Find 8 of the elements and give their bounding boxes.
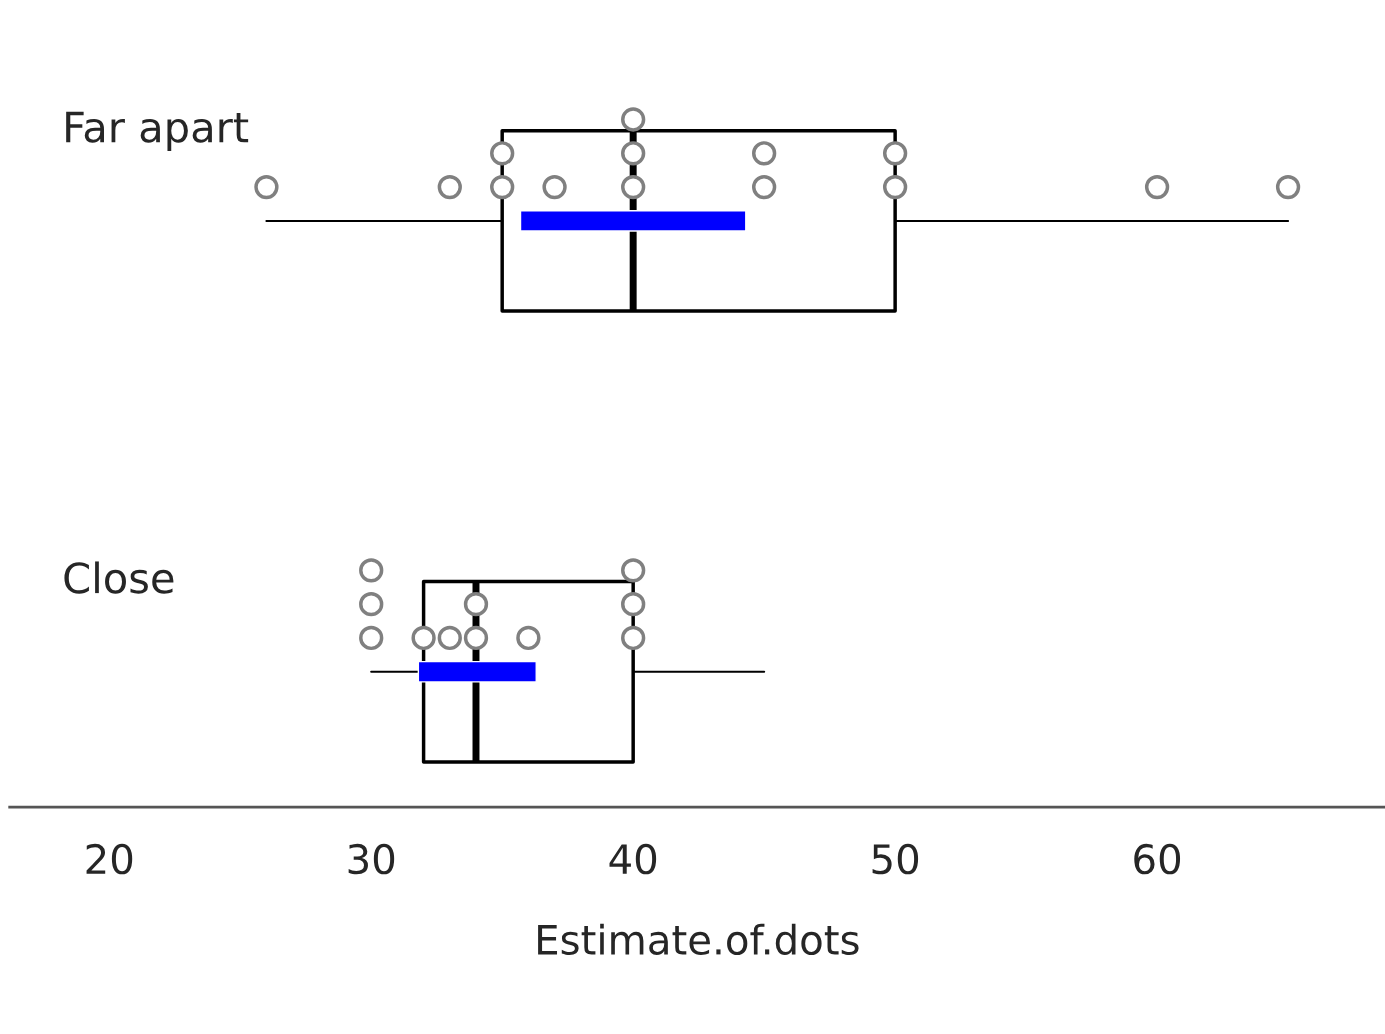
x-tick-label: 60: [1134, 843, 1181, 875]
y-tick-label: Far apart: [66, 111, 249, 151]
x-tick-label: 40: [609, 843, 657, 875]
x-axis-title: Estimate.of.dots: [538, 923, 859, 955]
x-tick-label: 50: [872, 843, 919, 875]
x-tick-label: 20: [86, 843, 133, 875]
y-tick-label: Close: [64, 561, 174, 594]
x-tick-label: 30: [348, 843, 395, 875]
